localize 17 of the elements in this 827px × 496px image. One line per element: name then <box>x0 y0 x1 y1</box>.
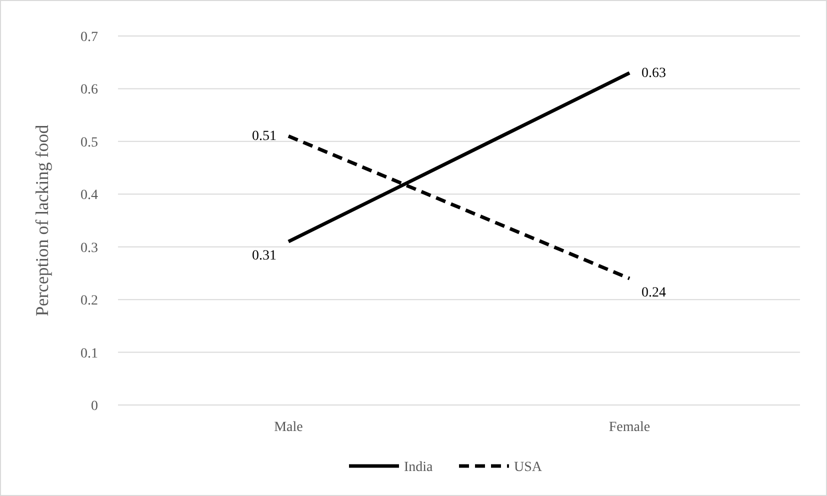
y-tick-label: 0.7 <box>80 30 98 45</box>
y-tick-label: 0.4 <box>80 188 98 204</box>
data-label: 0.51 <box>252 129 276 144</box>
x-tick-label: Female <box>608 420 650 435</box>
y-tick-label: 0.5 <box>80 135 98 150</box>
data-label: 0.63 <box>642 66 666 81</box>
legend-label: India <box>404 460 434 475</box>
y-tick-label: 0 <box>91 399 98 414</box>
y-tick-label: 0.3 <box>80 240 98 256</box>
data-label: 0.24 <box>642 285 666 300</box>
y-tick-label: 0.6 <box>80 82 98 98</box>
legend-label: USA <box>514 460 543 475</box>
data-label: 0.31 <box>252 248 276 264</box>
y-tick-label: 0.1 <box>80 346 98 362</box>
y-axis-title: Perception of lacking food <box>32 124 52 316</box>
y-tick-label: 0.2 <box>80 294 98 309</box>
x-tick-label: Male <box>274 420 303 435</box>
